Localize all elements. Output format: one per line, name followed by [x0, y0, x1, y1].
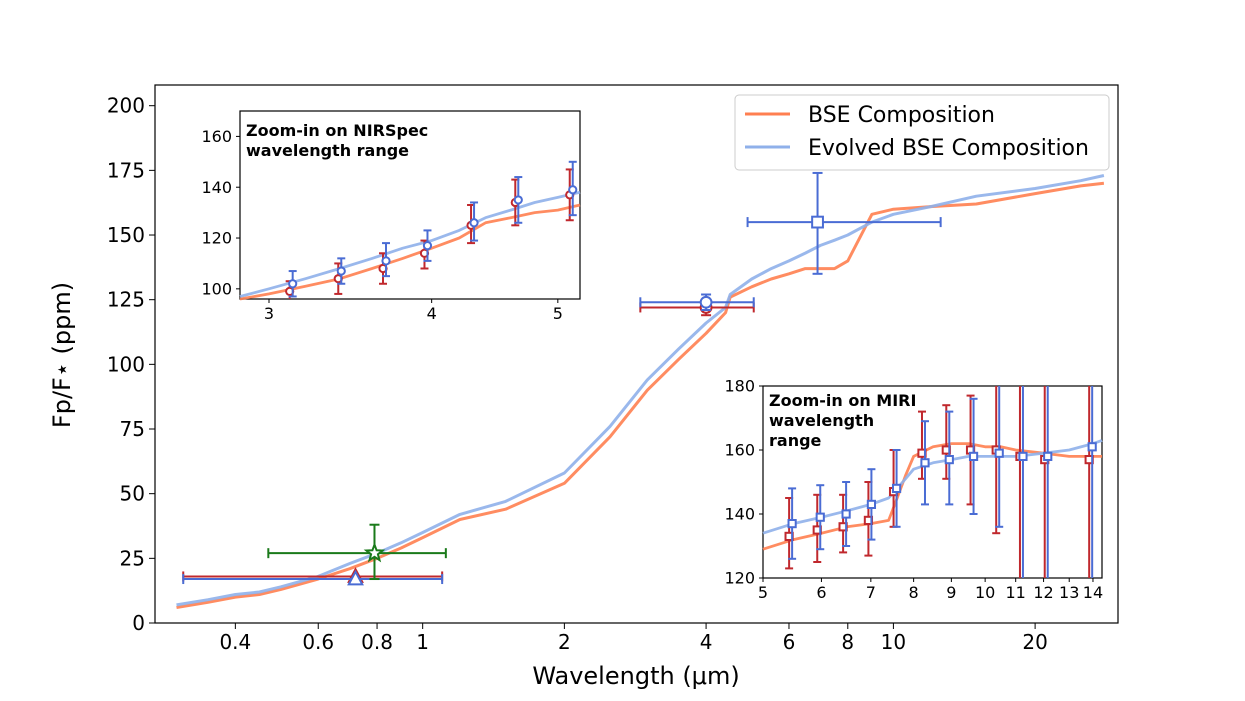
nirspec-y-axis-ticks: 100 120 140 160 [201, 127, 240, 298]
nirspec-inset: 3 4 5 100 120 140 160 Zoom-in on NIRSpec wave… [201, 110, 581, 323]
square-marker [787, 519, 797, 529]
x-tick-label: 6 [783, 630, 796, 654]
nirspec-series-layer [239, 190, 581, 301]
x-tick-label: 4 [700, 630, 713, 654]
square-marker [811, 215, 824, 229]
y-tick-label: 140 [724, 505, 755, 524]
x-tick-label: 14 [1083, 583, 1103, 602]
y-tick-label: 160 [201, 127, 232, 146]
x-tick-label: 7 [866, 583, 876, 602]
main-datapoints-layer [182, 171, 942, 586]
y-tick-label: 140 [201, 178, 232, 197]
legend-label-evolved: Evolved BSE Composition [808, 136, 1089, 161]
legend: BSE Composition Evolved BSE Composition [734, 94, 1110, 171]
y-tick-label: 200 [107, 94, 145, 118]
x-tick-label: 12 [1033, 583, 1053, 602]
y-tick-label: 180 [724, 377, 755, 396]
y-tick-label: 75 [120, 417, 145, 441]
y-tick-label: 100 [201, 279, 232, 298]
x-tick-label: 10 [881, 630, 906, 654]
miri-inset-title-line3: range [769, 431, 822, 450]
nirspec-datapoints-layer [285, 160, 578, 299]
triangle-marker [347, 569, 364, 586]
series-line-bse-composition [239, 203, 581, 301]
series-line-evolved-bse-composition [176, 174, 1105, 607]
y-tick-label: 160 [724, 441, 755, 460]
square-marker [891, 483, 902, 493]
main-x-axis-ticks: 0.4 0.6 0.8 1 2 4 6 8 10 20 [219, 623, 1048, 654]
y-tick-label: 0 [132, 611, 145, 635]
x-tick-label: 0.6 [302, 630, 334, 654]
x-tick-label: 0.8 [361, 630, 393, 654]
square-marker [994, 448, 1004, 458]
circle-marker [469, 218, 479, 228]
star-marker [363, 541, 386, 563]
x-tick-label: 5 [553, 304, 563, 323]
square-marker [815, 512, 825, 522]
nirspec-inset-title-line2: wavelength range [246, 141, 409, 160]
circle-marker [513, 195, 523, 205]
circle-marker [422, 241, 433, 251]
y-tick-label: 120 [201, 229, 232, 248]
legend-label-bse: BSE Composition [808, 103, 995, 128]
x-tick-label: 5 [758, 583, 768, 602]
nirspec-inset-title-line1: Zoom-in on NIRSpec [246, 121, 428, 140]
circle-marker [381, 256, 391, 266]
square-marker [866, 499, 877, 509]
square-marker [920, 458, 930, 468]
circle-marker [336, 266, 346, 276]
y-axis-label: Fp/F⋆ (ppm) [48, 282, 76, 428]
nirspec-x-axis-ticks: 3 4 5 [264, 299, 563, 323]
y-tick-label: 25 [120, 546, 145, 570]
square-marker [1043, 451, 1053, 461]
x-tick-label: 11 [1006, 583, 1026, 602]
x-tick-label: 20 [1022, 630, 1047, 654]
x-tick-label: 4 [427, 304, 437, 323]
main-plot-frame [154, 84, 1119, 624]
circle-marker [699, 295, 713, 309]
main-y-axis-ticks: 0 25 50 75 100 125 150 175 200 [107, 94, 155, 635]
x-tick-label: 2 [558, 630, 571, 654]
square-marker [944, 455, 954, 465]
x-tick-label: 8 [909, 583, 919, 602]
y-tick-label: 100 [107, 352, 145, 376]
x-tick-label: 0.4 [219, 630, 251, 654]
square-marker [1018, 451, 1028, 461]
y-tick-label: 175 [107, 158, 145, 182]
x-tick-label: 8 [841, 630, 854, 654]
miri-inset: 5 6 7 8 9 10 11 12 13 14 120 140 160 180 Zoom-in on … [724, 377, 1103, 602]
miri-datapoints-layer [784, 386, 1097, 578]
x-tick-label: 9 [946, 583, 956, 602]
square-marker [968, 451, 979, 461]
x-tick-label: 3 [264, 304, 274, 323]
x-axis-label: Wavelength (μm) [532, 662, 739, 690]
legend-box [734, 94, 1110, 171]
square-marker [841, 509, 851, 519]
x-tick-label: 1 [416, 630, 429, 654]
x-tick-label: 13 [1059, 583, 1079, 602]
circle-marker [288, 279, 298, 289]
y-tick-label: 125 [107, 288, 145, 312]
y-tick-label: 150 [107, 223, 145, 247]
x-tick-label: 6 [816, 583, 826, 602]
x-tick-label: 10 [975, 583, 995, 602]
series-line-evolved-bse-composition [239, 190, 581, 298]
main-plot: 0.4 0.6 0.8 1 2 4 6 8 10 20 025507510012515017520… [48, 84, 1119, 690]
y-tick-label: 120 [724, 569, 755, 588]
miri-inset-title-line2: wavelength [769, 411, 874, 430]
circle-marker [568, 185, 578, 195]
miri-x-axis-ticks: 5 6 7 8 9 10 11 12 13 14 [758, 578, 1103, 602]
miri-inset-title-line1: Zoom-in on MIRI [769, 391, 916, 410]
miri-y-axis-ticks: 120 140 160 180 [724, 377, 763, 588]
square-marker [1087, 442, 1097, 452]
y-tick-label: 50 [120, 482, 145, 506]
